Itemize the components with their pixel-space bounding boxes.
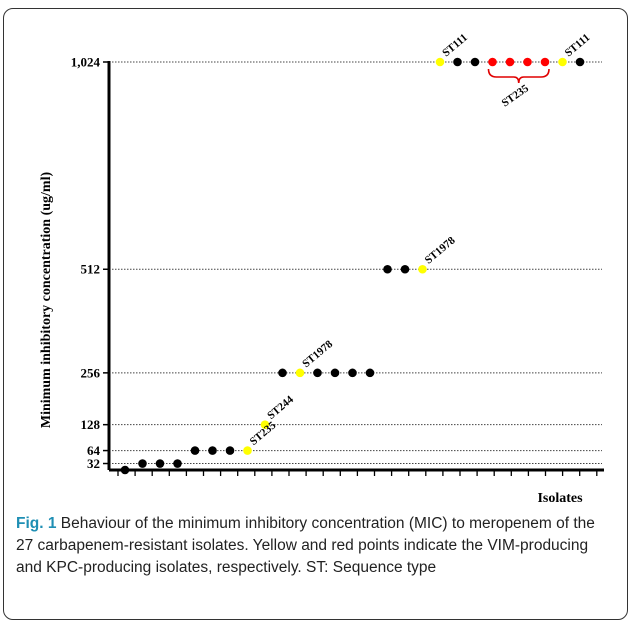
data-point-vim [260,420,270,429]
data-point-kpc [540,57,550,67]
data-point-other [383,264,392,274]
data-point-other [278,368,287,378]
data-points [120,57,585,475]
data-point-vim [295,368,305,378]
sequence-type-label: ST244 [265,393,296,422]
sequence-type-label: ST111 [440,32,470,60]
bracket-label: ST235 [500,82,532,109]
data-point-vim [243,446,252,455]
data-point-other [173,459,182,468]
data-point-other [400,264,410,274]
y-tick-label: 256 [81,365,101,380]
caption-text: Behaviour of the minimum inhibitory conc… [16,515,595,576]
data-point-other [453,57,462,67]
data-point-vim [558,57,567,67]
st235-bracket: ST235 [487,68,550,109]
sequence-type-label: ST1978 [300,338,335,370]
data-point-kpc [488,57,497,67]
data-point-other [208,446,217,455]
data-point-other [575,57,585,67]
gridlines [109,61,602,465]
figure-label: Fig. 1 [16,515,57,532]
data-point-other [470,57,480,67]
sequence-type-label: ST111 [563,32,593,60]
data-point-other [365,368,375,378]
data-point-other [190,446,200,455]
data-point-other [313,368,322,378]
axes [107,61,604,472]
data-point-other [138,459,147,468]
data-point-vim [435,57,445,67]
x-axis-label: Isolates [537,491,583,506]
x-ticks [117,471,598,476]
data-point-kpc [523,57,532,67]
y-tick-label: 64 [87,443,101,458]
bracket-shape [487,68,550,84]
figure-caption: Fig. 1 Behaviour of the minimum inhibito… [16,513,616,579]
figure-frame [3,8,628,620]
y-tick-label: 512 [81,262,101,277]
data-point-kpc [505,57,515,67]
data-point-other [155,459,165,468]
data-point-other [348,368,357,378]
y-tick-label: 32 [87,456,100,471]
data-point-other [330,368,340,378]
data-point-vim [418,264,427,274]
sequence-type-label: ST1978 [423,234,458,266]
data-point-other [225,446,235,455]
data-point-other [120,465,130,475]
y-axis-label: Minimum inhibitory concentration (ug/ml) [39,172,54,429]
y-tick-label: 128 [81,417,101,432]
y-tick-label: 1,024 [71,55,101,70]
